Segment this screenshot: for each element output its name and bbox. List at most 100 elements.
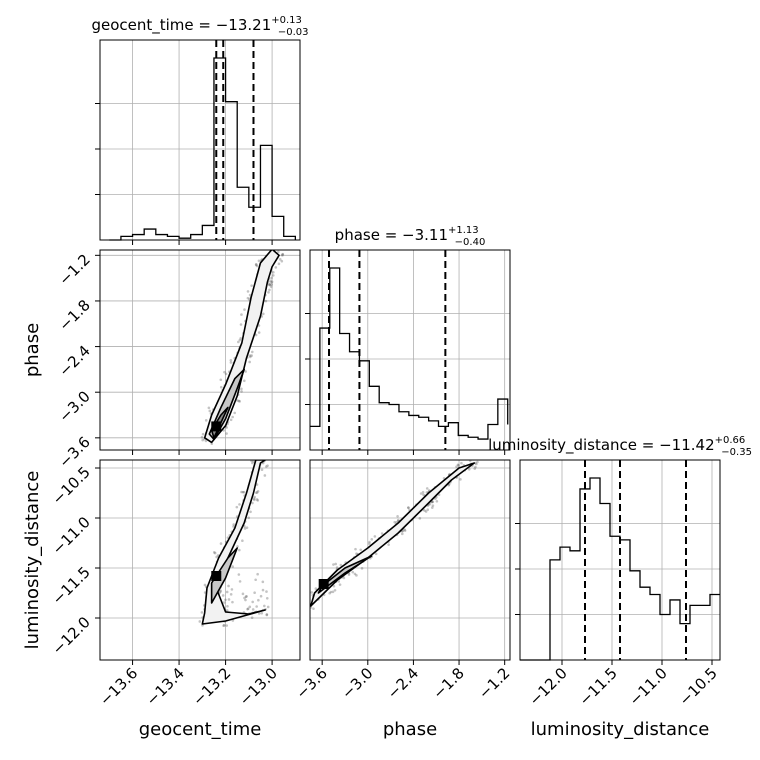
sample-point bbox=[226, 604, 229, 608]
y-tick-label-luminosity_distance: −12.0 bbox=[49, 613, 94, 658]
sample-point bbox=[265, 613, 269, 617]
sample-point bbox=[261, 312, 265, 316]
sample-point bbox=[231, 600, 234, 604]
sample-point bbox=[474, 465, 477, 469]
sample-point bbox=[271, 274, 275, 277]
sample-point bbox=[219, 385, 223, 389]
sample-point bbox=[229, 418, 233, 422]
panel-frame-luminosity_distance_vs_geocent_time bbox=[99, 459, 301, 661]
sample-point bbox=[335, 566, 339, 569]
sample-point bbox=[338, 583, 342, 586]
panel-luminosity_distance_vs_phase bbox=[310, 460, 479, 610]
sample-point bbox=[257, 259, 261, 263]
sample-point bbox=[354, 547, 357, 551]
sample-point bbox=[246, 296, 250, 300]
panel-frame-geocent_time bbox=[99, 39, 301, 241]
y-tick-label-phase: −1.2 bbox=[55, 250, 93, 288]
sample-point bbox=[227, 598, 231, 601]
y-tick-label-luminosity_distance: −11.0 bbox=[49, 513, 94, 558]
sample-point bbox=[232, 523, 236, 526]
sample-point bbox=[270, 283, 274, 286]
sample-point bbox=[337, 580, 341, 583]
sample-point bbox=[255, 454, 258, 457]
sample-point bbox=[455, 465, 458, 468]
sample-point bbox=[267, 283, 271, 286]
sample-point bbox=[224, 598, 227, 602]
sample-point bbox=[270, 280, 274, 284]
sample-point bbox=[250, 460, 253, 463]
sample-point bbox=[262, 457, 265, 460]
sample-point bbox=[238, 338, 242, 342]
sample-point bbox=[424, 510, 428, 513]
x-tick-label-geocent_time: −13.2 bbox=[189, 664, 234, 709]
sample-point bbox=[331, 590, 335, 594]
sample-point bbox=[219, 590, 222, 594]
sample-point bbox=[229, 358, 233, 362]
sample-point bbox=[229, 593, 233, 596]
sample-point bbox=[201, 438, 204, 442]
sample-point bbox=[200, 435, 204, 439]
x-tick-label-phase: −1.8 bbox=[429, 664, 467, 702]
sample-point bbox=[240, 313, 243, 316]
sample-point bbox=[328, 591, 331, 595]
sample-point bbox=[332, 563, 335, 566]
sample-point bbox=[273, 243, 276, 246]
sample-point bbox=[419, 492, 423, 495]
sample-point bbox=[246, 607, 250, 611]
sample-point bbox=[272, 270, 275, 274]
sample-point bbox=[241, 592, 245, 596]
panel-phase_vs_geocent_time bbox=[200, 243, 285, 446]
sample-point bbox=[266, 605, 270, 609]
sample-point bbox=[268, 283, 272, 287]
sample-point bbox=[421, 490, 425, 494]
histogram-geocent_time bbox=[109, 57, 296, 241]
sample-point bbox=[240, 490, 243, 494]
sample-point bbox=[347, 573, 351, 576]
sample-point bbox=[274, 266, 278, 269]
title-geocent_time: geocent_time = −13.21+0.13 −0.03 bbox=[91, 15, 308, 38]
x-tick-label-phase: −1.2 bbox=[475, 664, 513, 702]
sample-point bbox=[237, 340, 240, 344]
sample-point bbox=[238, 503, 241, 506]
sample-point bbox=[219, 589, 222, 592]
density-peak-luminosity_distance_vs_geocent_time bbox=[211, 571, 222, 581]
title-plus-error: +0.66 bbox=[715, 435, 746, 446]
sample-point bbox=[260, 611, 264, 615]
y-axis-label-luminosity_distance: luminosity_distance bbox=[22, 471, 43, 650]
sample-point bbox=[222, 601, 226, 604]
x-tick-label-luminosity_distance: −11.0 bbox=[626, 664, 671, 709]
y-tick-label-luminosity_distance: −10.5 bbox=[49, 463, 94, 508]
title-plus-error: +0.13 bbox=[271, 15, 302, 26]
sample-point bbox=[407, 506, 410, 510]
sample-point bbox=[219, 378, 223, 382]
sample-point bbox=[250, 284, 253, 287]
sample-point bbox=[245, 526, 249, 529]
sample-point bbox=[207, 406, 211, 410]
sample-point bbox=[473, 467, 477, 470]
sample-point bbox=[265, 613, 269, 616]
sample-point bbox=[418, 517, 422, 520]
panel-frame-luminosity_distance bbox=[519, 459, 721, 661]
sample-point bbox=[268, 283, 272, 286]
sample-point bbox=[254, 263, 258, 267]
sample-point bbox=[231, 565, 234, 568]
x-tick-label-phase: −3.0 bbox=[338, 664, 376, 702]
sample-point bbox=[351, 570, 355, 574]
sample-point bbox=[244, 370, 247, 373]
sample-point bbox=[251, 608, 255, 611]
sample-point bbox=[434, 497, 437, 501]
sample-point bbox=[231, 415, 234, 419]
sample-point bbox=[235, 505, 239, 509]
sample-point bbox=[240, 387, 243, 391]
sample-point bbox=[241, 490, 245, 494]
sample-point bbox=[460, 461, 463, 465]
sample-point bbox=[203, 583, 207, 587]
sample-point bbox=[243, 379, 246, 383]
sample-point bbox=[368, 542, 371, 546]
sample-point bbox=[370, 538, 374, 541]
sample-point bbox=[253, 591, 256, 595]
sample-point bbox=[270, 276, 273, 280]
sample-point bbox=[246, 290, 250, 293]
sample-point bbox=[250, 350, 254, 354]
sample-point bbox=[251, 501, 254, 505]
